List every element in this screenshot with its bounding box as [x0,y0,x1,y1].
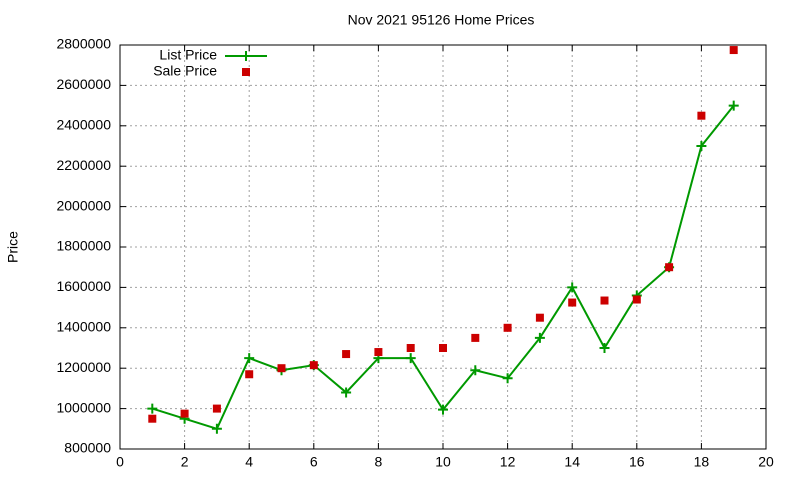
point-marker [438,404,448,415]
x-tick-label: 16 [629,454,645,470]
point-marker [180,409,189,418]
point-marker [728,100,739,111]
point-marker [211,423,222,434]
point-marker [277,364,286,373]
y-tick-label: 2400000 [56,117,111,133]
point-marker [374,348,383,357]
y-tick-label: 1600000 [56,278,111,294]
legend-label: Sale Price [153,63,217,79]
x-tick-label: 0 [116,454,124,470]
y-tick-label: 1800000 [56,238,111,254]
point-marker [471,333,480,342]
y-tick-label: 2800000 [56,36,111,52]
point-marker [697,111,706,120]
point-marker [148,414,157,423]
y-tick-label: 2000000 [56,197,111,213]
point-marker [405,353,416,364]
legend-swatch [241,51,251,61]
y-axis-label: Price [5,231,21,263]
y-tick-label: 1000000 [56,399,111,415]
point-marker [244,353,255,364]
y-tick-label: 2600000 [56,76,111,92]
plot-frame [119,44,767,450]
x-tick-label: 2 [181,454,189,470]
point-marker [147,403,158,414]
point-marker [568,298,577,307]
y-tick-label: 800000 [64,440,111,456]
point-marker [439,344,447,352]
y-tick-label: 1400000 [56,319,111,335]
point-marker [599,343,610,353]
x-tick-label: 6 [310,454,318,470]
point-marker [341,387,352,398]
point-marker [665,263,674,272]
x-tick-label: 8 [375,454,383,470]
point-marker [600,296,609,305]
x-tick-label: 4 [245,454,253,470]
point-marker [406,344,415,352]
x-tick-label: 20 [758,454,774,470]
y-tick-label: 2200000 [56,157,111,173]
point-marker [632,295,641,304]
point-marker [534,332,545,343]
x-tick-label: 14 [564,454,580,470]
point-marker [502,373,513,384]
point-marker [309,361,318,370]
point-marker [470,365,481,376]
point-marker [535,313,544,322]
x-tick-label: 12 [500,454,516,470]
legend-label: List Price [159,47,217,63]
chart-title: Nov 2021 95126 Home Prices [348,12,535,28]
x-tick-label: 10 [435,454,451,470]
point-marker [696,141,707,151]
y-tick-label: 1200000 [56,359,111,375]
x-tick-label: 18 [694,454,710,470]
point-marker [212,404,221,413]
point-marker [729,46,738,55]
point-marker [245,370,254,379]
point-marker [567,282,578,293]
point-marker [342,350,351,359]
legend-swatch [242,68,250,76]
point-marker [503,323,512,332]
